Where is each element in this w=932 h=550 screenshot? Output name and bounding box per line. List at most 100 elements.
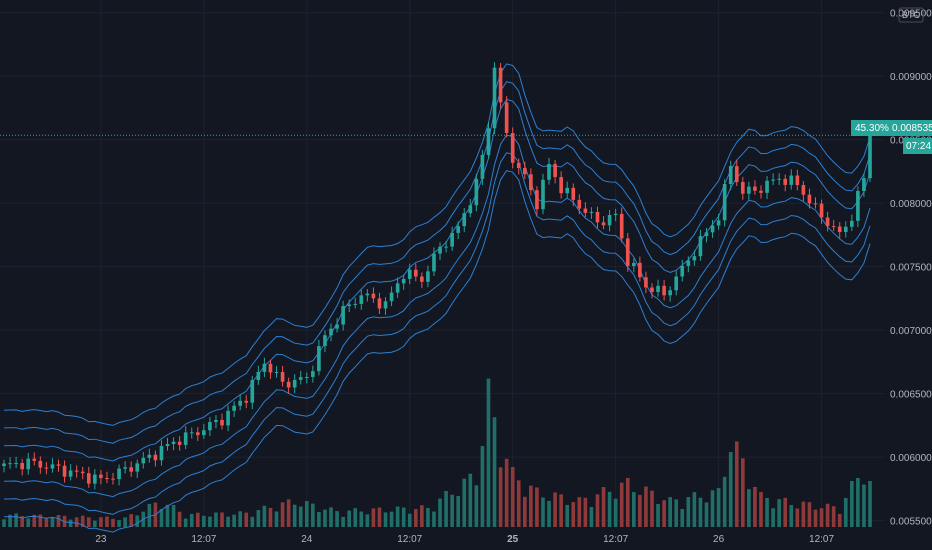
candle-body	[292, 379, 297, 388]
time-axis-label: 12:07	[603, 534, 628, 545]
candle-body	[244, 400, 249, 403]
volume-bar	[462, 478, 467, 527]
candle	[177, 436, 182, 451]
candle	[450, 226, 454, 251]
candle	[632, 258, 636, 273]
candle	[50, 458, 55, 473]
candle	[335, 318, 339, 333]
candle	[280, 365, 285, 387]
candle	[638, 256, 642, 282]
time-axis-label: 12:07	[809, 534, 834, 545]
volume-bar	[837, 513, 842, 527]
candle-body	[274, 372, 279, 374]
volume-bar	[571, 502, 576, 527]
candle-body	[638, 262, 642, 278]
candle	[843, 221, 848, 238]
volume-bar	[674, 499, 679, 527]
volume-bars	[2, 378, 872, 527]
candle-body	[819, 203, 824, 218]
candle	[589, 207, 594, 220]
time-axis-label: 23	[95, 534, 107, 545]
symbol-badge-label: BTC	[902, 10, 921, 20]
volume-bar	[771, 508, 775, 527]
volume-bar	[607, 491, 612, 527]
symbol-badge: BTC	[898, 7, 924, 23]
candle	[407, 263, 412, 285]
candle-body	[856, 191, 860, 221]
candle	[504, 96, 509, 138]
candle	[256, 365, 261, 385]
candle	[208, 416, 212, 437]
volume-bar	[692, 492, 697, 527]
candle-body	[407, 269, 412, 279]
volume-bar	[668, 497, 672, 527]
candle	[722, 179, 727, 227]
candle	[741, 176, 745, 200]
volume-bar	[165, 504, 170, 527]
candle	[323, 330, 327, 353]
candle	[214, 415, 218, 429]
candle-body	[444, 246, 448, 248]
volume-bar	[777, 499, 781, 527]
candle-body	[220, 419, 224, 426]
candle-body	[595, 211, 600, 223]
candle	[74, 465, 79, 478]
candle-body	[99, 474, 103, 479]
candle	[613, 208, 618, 222]
candle	[93, 469, 97, 490]
candle	[753, 180, 757, 195]
volume-bar	[74, 517, 79, 527]
candle	[413, 263, 418, 282]
volume-bar	[311, 503, 315, 527]
candle-body	[56, 464, 61, 466]
volume-bar	[183, 518, 188, 527]
volume-bar	[856, 477, 860, 527]
candle-body	[177, 441, 182, 445]
candle	[44, 462, 49, 475]
candle	[147, 448, 152, 463]
price-axis-label: 0.005500	[890, 517, 932, 528]
price-axis-label: 0.006000	[890, 453, 932, 464]
candles	[2, 62, 872, 490]
candle-body	[353, 303, 358, 305]
volume-bar	[389, 511, 394, 527]
candle-body	[789, 175, 794, 185]
candle-body	[728, 166, 733, 185]
candle-body	[401, 278, 406, 284]
candle-body	[280, 372, 285, 382]
candle-body	[607, 215, 612, 226]
candle-body	[535, 190, 539, 210]
volume-bar	[486, 378, 491, 527]
candle-body	[62, 465, 67, 477]
candle	[135, 459, 140, 478]
band-line	[3, 63, 871, 426]
candle-body	[734, 166, 739, 183]
candle-body	[656, 285, 660, 292]
volume-bar	[831, 506, 836, 527]
candle-body	[632, 262, 636, 267]
volume-bar	[819, 508, 824, 527]
candle	[183, 426, 188, 450]
candle	[765, 176, 769, 200]
volume-bar	[825, 503, 830, 527]
candle	[462, 207, 467, 233]
volume-bar	[759, 492, 763, 527]
candle-body	[323, 335, 327, 347]
volume-bar	[468, 473, 473, 527]
candle-body	[371, 293, 376, 299]
price-axis-label: 0.008000	[890, 199, 932, 210]
volume-bar	[843, 497, 848, 527]
volume-bar	[747, 489, 751, 527]
candle-body	[716, 220, 721, 226]
candle-body	[565, 187, 570, 194]
candle	[165, 437, 170, 451]
candle	[795, 169, 800, 191]
time-axis-label: 26	[713, 534, 725, 545]
volume-bar	[656, 503, 660, 527]
time-axis[interactable]: 23 12:07 24 12:07 25 12:07 26 12:07	[95, 534, 834, 545]
volume-bar	[716, 488, 721, 527]
volume-bar	[504, 458, 509, 527]
candle-body	[644, 277, 648, 288]
candle-body	[335, 324, 339, 329]
